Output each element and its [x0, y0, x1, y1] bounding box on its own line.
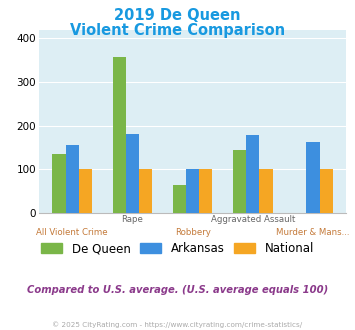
Bar: [233, 150, 246, 213]
Bar: [126, 134, 139, 213]
Text: Rape: Rape: [121, 215, 143, 224]
Bar: [246, 135, 260, 213]
Bar: [260, 169, 273, 213]
Bar: [79, 169, 92, 213]
Text: Murder & Mans...: Murder & Mans...: [276, 228, 350, 237]
Text: Compared to U.S. average. (U.S. average equals 100): Compared to U.S. average. (U.S. average …: [27, 285, 328, 295]
Text: All Violent Crime: All Violent Crime: [36, 228, 108, 237]
Text: Robbery: Robbery: [175, 228, 211, 237]
Bar: [173, 184, 186, 213]
Legend: De Queen, Arkansas, National: De Queen, Arkansas, National: [36, 237, 319, 260]
Bar: [186, 169, 199, 213]
Bar: [52, 154, 66, 213]
Text: Aggravated Assault: Aggravated Assault: [211, 215, 295, 224]
Bar: [66, 145, 79, 213]
Bar: [320, 169, 333, 213]
Text: Violent Crime Comparison: Violent Crime Comparison: [70, 23, 285, 38]
Bar: [139, 169, 152, 213]
Bar: [113, 57, 126, 213]
Text: 2019 De Queen: 2019 De Queen: [114, 8, 241, 23]
Bar: [306, 142, 320, 213]
Text: © 2025 CityRating.com - https://www.cityrating.com/crime-statistics/: © 2025 CityRating.com - https://www.city…: [53, 322, 302, 328]
Bar: [199, 169, 212, 213]
